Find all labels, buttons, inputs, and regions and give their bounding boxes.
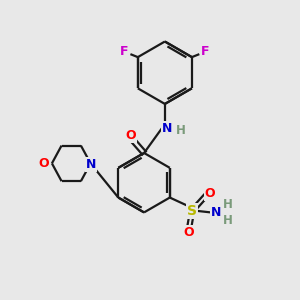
Text: O: O <box>205 187 215 200</box>
Text: H: H <box>176 124 185 137</box>
Text: H: H <box>223 199 233 212</box>
Text: O: O <box>125 129 136 142</box>
Text: O: O <box>38 157 49 170</box>
Text: F: F <box>120 45 129 58</box>
Text: F: F <box>201 45 209 58</box>
Text: H: H <box>223 214 233 227</box>
Text: N: N <box>211 206 221 219</box>
Text: O: O <box>184 226 194 239</box>
Text: N: N <box>162 122 172 135</box>
Text: S: S <box>187 204 197 218</box>
Text: N: N <box>86 158 96 171</box>
